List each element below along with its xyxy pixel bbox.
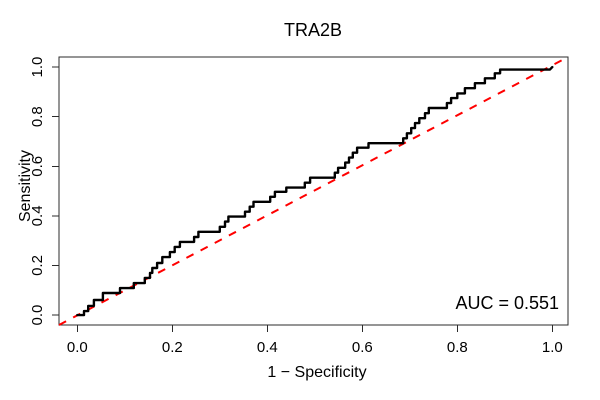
- y-tick-label: 0.8: [29, 106, 46, 127]
- x-tick-label: 0.2: [162, 339, 183, 356]
- x-tick-label: 0.0: [67, 339, 88, 356]
- chance-diagonal-line: [58, 56, 569, 326]
- plot-box: [58, 56, 569, 326]
- auc-annotation: AUC = 0.551: [455, 293, 559, 313]
- y-tick-label: 1.0: [29, 57, 46, 78]
- x-axis-label: 1 − Specificity: [267, 364, 366, 381]
- x-tick-label: 1.0: [542, 339, 563, 356]
- roc-curve: [76, 65, 554, 317]
- y-tick-label: 0.4: [29, 205, 46, 226]
- x-tick-label: 0.8: [447, 339, 468, 356]
- x-tick-label: 0.4: [257, 339, 278, 356]
- axis-ticks: 0.0 0.2 0.4 0.6 0.8 1.0 0.0 0.2 0.4 0.6 0.8 1.0: [29, 57, 563, 356]
- y-tick-label: 0.2: [29, 255, 46, 276]
- y-tick-label: 0.0: [29, 305, 46, 326]
- x-tick-label: 0.6: [352, 339, 373, 356]
- y-axis-label: Sensitivity: [17, 150, 34, 222]
- plot-title: TRA2B: [284, 20, 342, 40]
- y-tick-label: 0.6: [29, 156, 46, 177]
